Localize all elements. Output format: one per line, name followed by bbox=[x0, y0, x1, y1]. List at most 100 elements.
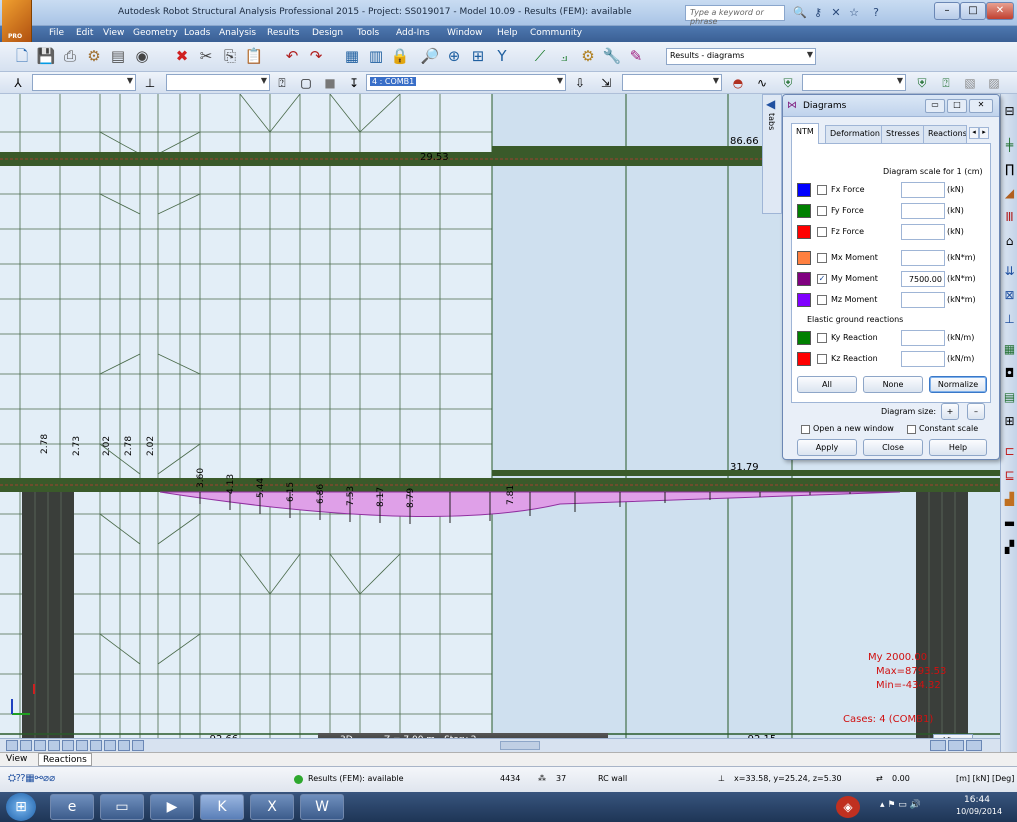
layout-selector[interactable]: Results - diagrams ▼ bbox=[666, 48, 816, 65]
apply-button[interactable]: Apply bbox=[797, 439, 857, 456]
load-case-combo[interactable]: 4 : COMB1 ▼ bbox=[366, 74, 566, 91]
view-tab-icon[interactable] bbox=[132, 740, 144, 751]
offsets-icon[interactable]: ▨ bbox=[988, 76, 1000, 90]
steel-icon[interactable]: ▟ bbox=[1004, 492, 1015, 506]
tab-scroll-left-icon[interactable]: ◂ bbox=[969, 127, 979, 139]
units-display[interactable]: [m] [kN] [Deg] bbox=[956, 774, 1015, 783]
menu-add-ins[interactable]: Add-Ins bbox=[396, 28, 430, 38]
mx-checkbox[interactable] bbox=[817, 253, 827, 263]
materials-icon[interactable]: ⌂ bbox=[1005, 234, 1014, 248]
menu-help[interactable]: Help bbox=[497, 28, 518, 38]
file-explorer-icon[interactable]: ▭ bbox=[100, 794, 144, 820]
tab-view[interactable]: View bbox=[6, 754, 28, 764]
app-logo[interactable]: PRO bbox=[2, 0, 32, 42]
fz-scale-input[interactable] bbox=[901, 224, 945, 240]
sections-icon[interactable]: Ⅲ bbox=[1005, 210, 1014, 224]
word-icon[interactable]: W bbox=[300, 794, 344, 820]
menu-results[interactable]: Results bbox=[267, 28, 300, 38]
rc-design-icon[interactable]: ⟓ bbox=[560, 47, 568, 65]
mode-combo[interactable]: ▼ bbox=[622, 74, 722, 91]
delete-icon[interactable]: ✖ bbox=[175, 47, 189, 65]
mx-scale-input[interactable] bbox=[901, 250, 945, 266]
help-icon[interactable]: ? bbox=[873, 6, 879, 19]
antivirus-icon[interactable]: ◈ bbox=[836, 796, 860, 818]
search-input[interactable]: Type a keyword or phrase bbox=[685, 5, 785, 26]
load-case-icon[interactable]: ↧ bbox=[348, 76, 360, 90]
view-tab-icon[interactable] bbox=[966, 740, 982, 751]
kz-checkbox[interactable] bbox=[817, 354, 827, 364]
ky-color-swatch[interactable] bbox=[797, 331, 811, 345]
exchange-icon[interactable]: ✕ bbox=[831, 6, 841, 19]
diagrams-icon[interactable]: ▤ bbox=[1003, 390, 1016, 404]
view-tab-icon[interactable] bbox=[62, 740, 74, 751]
fz-color-swatch[interactable] bbox=[797, 225, 811, 239]
view-tab-icon[interactable] bbox=[48, 740, 60, 751]
bar-selection-combo[interactable]: ▼ bbox=[166, 74, 270, 91]
fy-color-swatch[interactable] bbox=[797, 204, 811, 218]
view-tab-icon[interactable] bbox=[6, 740, 18, 751]
bars-icon[interactable]: ∏ bbox=[1004, 162, 1015, 176]
key-icon[interactable]: ⚷ bbox=[813, 6, 823, 19]
menu-analysis[interactable]: Analysis bbox=[219, 28, 257, 38]
close-button[interactable]: Close bbox=[863, 439, 923, 456]
ky-checkbox[interactable] bbox=[817, 333, 827, 343]
connection-icon[interactable]: ▬ bbox=[1003, 516, 1016, 530]
minimize-button[interactable]: – bbox=[934, 2, 960, 20]
structure-view-icon[interactable]: ⊞ bbox=[471, 47, 485, 65]
undo-icon[interactable]: ↶ bbox=[285, 47, 299, 65]
maximize-button[interactable]: □ bbox=[960, 2, 986, 20]
mz-color-swatch[interactable] bbox=[797, 293, 811, 307]
timber-icon[interactable]: ▞ bbox=[1004, 540, 1015, 554]
internet-explorer-icon[interactable]: e bbox=[50, 794, 94, 820]
print-icon[interactable]: ⎙ bbox=[63, 47, 76, 65]
mz-checkbox[interactable] bbox=[817, 295, 827, 305]
menu-window[interactable]: Window bbox=[447, 28, 483, 38]
tab-deformation[interactable]: Deformation bbox=[825, 125, 885, 143]
menu-geometry[interactable]: Geometry bbox=[133, 28, 178, 38]
menu-design[interactable]: Design bbox=[312, 28, 344, 38]
view-tab-icon[interactable] bbox=[76, 740, 88, 751]
view-tab-icon[interactable] bbox=[118, 740, 130, 751]
query-icon[interactable]: ⍰ bbox=[278, 76, 286, 90]
tools-icon[interactable]: 🔧 bbox=[602, 47, 622, 65]
bar-select-icon[interactable]: ⊥ bbox=[144, 76, 156, 90]
tab-ntm[interactable]: NTM bbox=[791, 123, 819, 144]
view-tab-icon[interactable] bbox=[930, 740, 946, 751]
my-checkbox[interactable]: ✓ bbox=[817, 274, 827, 284]
zoom-icon[interactable]: 🔎 bbox=[420, 47, 440, 65]
pin-arrow-icon[interactable]: ◀ bbox=[766, 97, 776, 111]
save-icon[interactable]: 💾 bbox=[36, 47, 56, 65]
loads-icon[interactable]: ⇊ bbox=[1004, 264, 1015, 278]
screen-capture-icon[interactable]: ◉ bbox=[135, 47, 149, 65]
status-tools-icon[interactable]: ⛭⁇▦⚯⌀⌀ bbox=[8, 773, 56, 784]
tab-stresses[interactable]: Stresses bbox=[881, 125, 925, 143]
rc-icon[interactable]: ⊏ bbox=[1004, 444, 1015, 458]
cut-icon[interactable]: ✂ bbox=[199, 47, 213, 65]
excel-icon[interactable]: X bbox=[250, 794, 294, 820]
menu-tools[interactable]: Tools bbox=[357, 28, 380, 38]
horizontal-scrollbar[interactable] bbox=[500, 741, 540, 750]
table-icon[interactable]: ▥ bbox=[368, 47, 384, 65]
case-combo-icon[interactable]: ⇲ bbox=[600, 76, 612, 90]
dialog-close-button[interactable]: ✕ bbox=[969, 99, 993, 113]
tray-icons[interactable]: ▴ ⚑ ▭ 🔊 bbox=[880, 800, 921, 810]
supports-icon[interactable]: ◢ bbox=[1004, 186, 1015, 200]
constant-scale-checkbox[interactable] bbox=[907, 425, 916, 434]
view-tab-icon[interactable] bbox=[948, 740, 964, 751]
menu-file[interactable]: File bbox=[49, 28, 65, 38]
mx-color-swatch[interactable] bbox=[797, 251, 811, 265]
menu-community[interactable]: Community bbox=[530, 28, 583, 38]
fx-checkbox[interactable] bbox=[817, 185, 827, 195]
kz-scale-input[interactable] bbox=[901, 351, 945, 367]
calculator-icon[interactable]: ▦ bbox=[344, 47, 360, 65]
fx-scale-input[interactable] bbox=[901, 182, 945, 198]
node-select-icon[interactable]: ⅄ bbox=[14, 76, 22, 90]
section-combo[interactable]: ▼ bbox=[802, 74, 906, 91]
section-query-icon[interactable]: ⍰ bbox=[942, 76, 950, 90]
display-icon[interactable]: ◓ bbox=[732, 76, 744, 90]
results-icon[interactable]: ◘ bbox=[1004, 366, 1015, 380]
tabs-label[interactable]: tabs bbox=[767, 113, 776, 131]
release-icon[interactable]: ▧ bbox=[964, 76, 976, 90]
view-tab-icon[interactable] bbox=[34, 740, 46, 751]
fx-color-swatch[interactable] bbox=[797, 183, 811, 197]
